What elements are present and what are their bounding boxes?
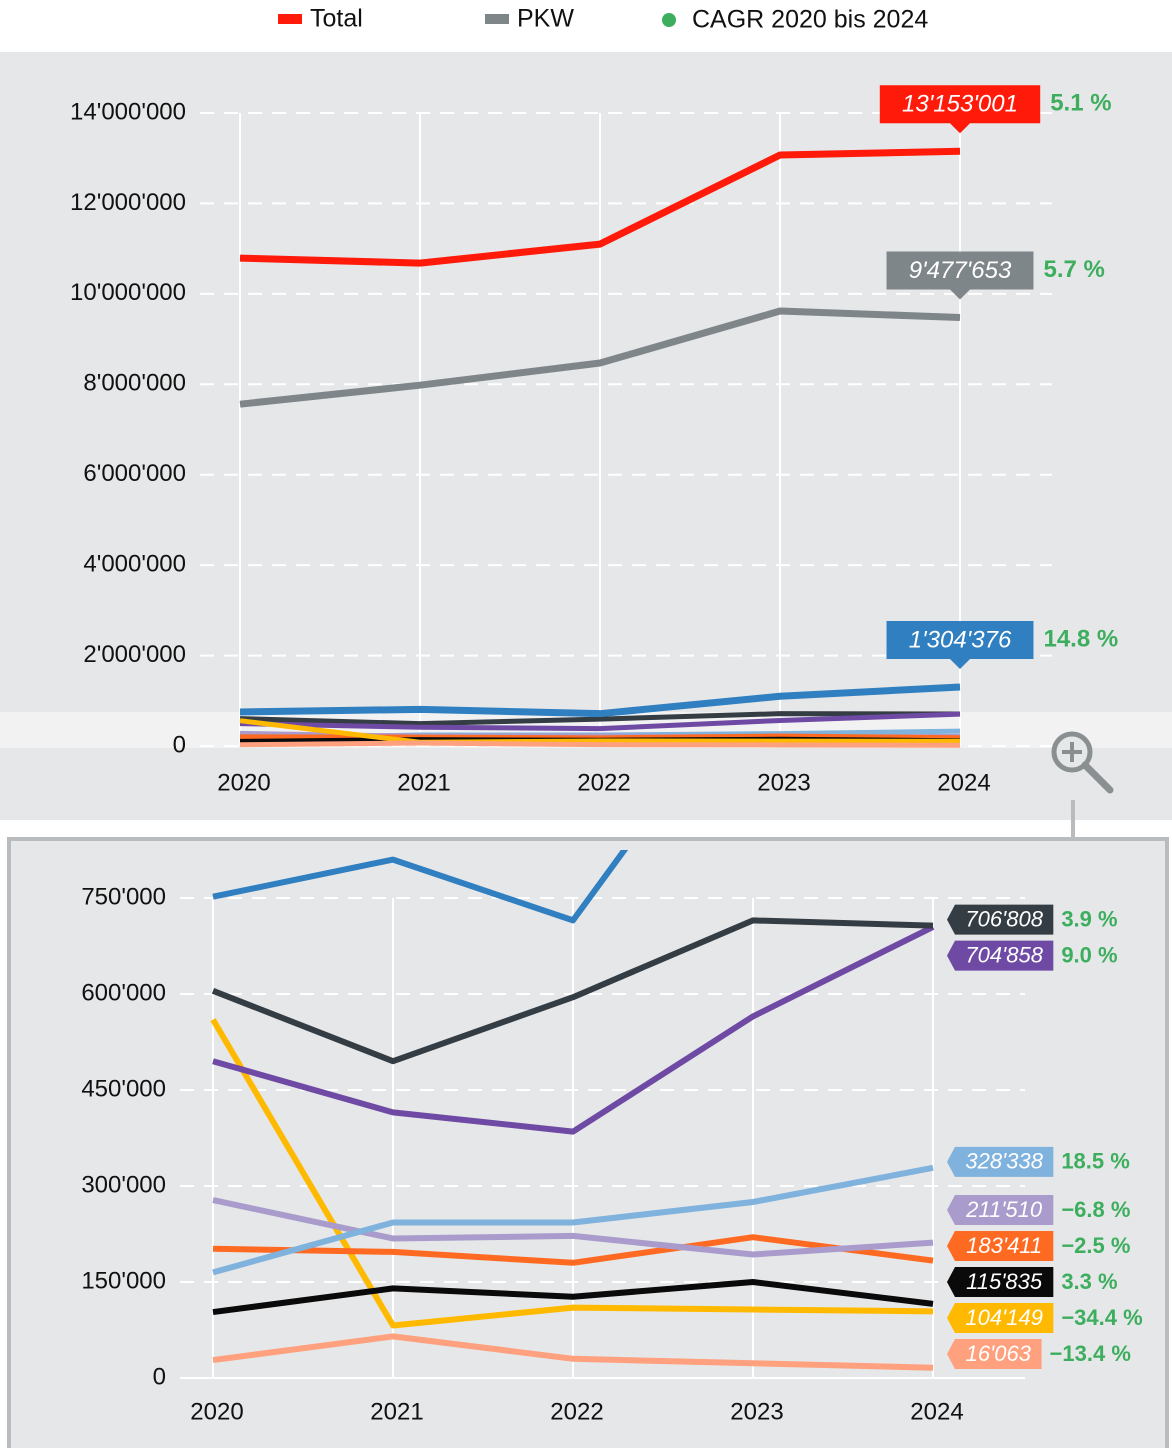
value-label: 706'808 bbox=[965, 906, 1043, 931]
x-tick-label: 2024 bbox=[910, 1398, 963, 1425]
cagr-label: −6.8 % bbox=[1061, 1197, 1130, 1222]
y-tick-label: 6'000'000 bbox=[83, 460, 186, 487]
value-label: 211'510 bbox=[965, 1197, 1043, 1222]
value-label-box bbox=[947, 1303, 1054, 1333]
top-chart: 2020 2021 2022 2023 2024 0 2'000'000 4'000'000 6… bbox=[70, 85, 1118, 796]
value-label-box bbox=[947, 1231, 1054, 1261]
y-tick-label: 0 bbox=[173, 731, 186, 758]
legend-label: CAGR 2020 bis 2024 bbox=[692, 6, 928, 34]
y-tick-label: 600'000 bbox=[81, 979, 166, 1006]
value-label-box bbox=[879, 85, 1041, 134]
legend-swatch bbox=[278, 14, 302, 24]
series-line bbox=[239, 740, 961, 748]
value-label: 328'338 bbox=[965, 1149, 1043, 1174]
series-line bbox=[212, 850, 629, 924]
y-tick-label: 2'000'000 bbox=[83, 641, 186, 668]
y-tick-label: 150'000 bbox=[81, 1267, 166, 1294]
value-label-box bbox=[947, 904, 1054, 935]
cagr-label: −13.4 % bbox=[1050, 1341, 1131, 1366]
x-tick-label: 2021 bbox=[397, 769, 450, 796]
value-label-box bbox=[947, 1195, 1054, 1225]
legend-label: Total bbox=[310, 5, 363, 33]
value-label: 9'477'653 bbox=[909, 257, 1012, 284]
cagr-label: −2.5 % bbox=[1061, 1233, 1130, 1258]
y-tick-label: 750'000 bbox=[81, 883, 166, 910]
zoom-icon[interactable] bbox=[1051, 731, 1114, 794]
x-tick-label: 2023 bbox=[757, 769, 810, 796]
x-tick-label: 2020 bbox=[217, 769, 270, 796]
top-panel bbox=[0, 52, 1172, 820]
value-label: 16'063 bbox=[966, 1341, 1032, 1366]
series-line bbox=[212, 1164, 934, 1276]
value-label: 183'411 bbox=[966, 1233, 1042, 1258]
x-tick-label: 2022 bbox=[577, 769, 630, 796]
y-tick-label: 4'000'000 bbox=[83, 550, 186, 577]
series-line bbox=[239, 307, 961, 408]
x-tick-label: 2020 bbox=[190, 1398, 243, 1425]
series-line bbox=[239, 711, 961, 727]
cagr-label: 5.7 % bbox=[1043, 256, 1104, 283]
value-label-box bbox=[947, 1339, 1042, 1369]
y-tick-label: 10'000'000 bbox=[70, 279, 186, 306]
cagr-label: 3.9 % bbox=[1061, 906, 1117, 931]
value-label: 704'858 bbox=[965, 942, 1043, 967]
cagr-label: 14.8 % bbox=[1043, 625, 1118, 652]
x-tick-label: 2021 bbox=[370, 1398, 423, 1425]
legend: Total PKW CAGR 2020 bis 2024 bbox=[278, 5, 928, 34]
value-label: 104'149 bbox=[965, 1305, 1043, 1330]
series-line bbox=[239, 718, 961, 745]
series-line bbox=[239, 683, 961, 718]
series-line bbox=[212, 1279, 934, 1316]
series-line bbox=[211, 917, 934, 1065]
value-label-box bbox=[947, 1267, 1054, 1297]
value-label: 115'835 bbox=[966, 1269, 1043, 1294]
x-tick-label: 2024 bbox=[937, 769, 990, 796]
value-label-box bbox=[886, 251, 1034, 300]
legend-swatch bbox=[662, 13, 676, 27]
series-line bbox=[212, 924, 935, 1135]
x-tick-label: 2022 bbox=[550, 1398, 603, 1425]
x-tick-label: 2023 bbox=[730, 1398, 783, 1425]
series-line bbox=[212, 1333, 934, 1371]
legend-label: PKW bbox=[517, 5, 574, 33]
value-label-box bbox=[947, 1146, 1054, 1177]
zoom-lines bbox=[210, 850, 935, 1371]
y-tick-label: 450'000 bbox=[81, 1075, 166, 1102]
cagr-label: −34.4 % bbox=[1061, 1305, 1142, 1330]
value-label-box bbox=[947, 940, 1054, 971]
y-tick-label: 300'000 bbox=[81, 1171, 166, 1198]
cagr-label: 9.0 % bbox=[1061, 942, 1117, 967]
value-label: 1'304'376 bbox=[909, 626, 1012, 653]
series-line bbox=[212, 1197, 934, 1258]
series-line bbox=[239, 147, 961, 267]
y-tick-label: 14'000'000 bbox=[70, 98, 186, 125]
value-label-box bbox=[886, 621, 1034, 670]
series-line bbox=[239, 711, 961, 732]
zoom-handle bbox=[1081, 761, 1114, 794]
y-tick-label: 12'000'000 bbox=[70, 189, 186, 216]
series-line bbox=[212, 1234, 934, 1266]
zoom-chart: 2020 2021 2022 2023 2024 0 150'000 300'000 450'0… bbox=[81, 883, 1142, 1425]
value-label: 13'153'001 bbox=[902, 91, 1018, 118]
cagr-label: 18.5 % bbox=[1061, 1149, 1130, 1174]
y-tick-label: 8'000'000 bbox=[83, 370, 186, 397]
cagr-label: 3.3 % bbox=[1061, 1269, 1117, 1294]
cagr-label: 5.1 % bbox=[1050, 90, 1111, 117]
legend-swatch bbox=[485, 14, 509, 24]
y-tick-label: 0 bbox=[153, 1363, 166, 1390]
